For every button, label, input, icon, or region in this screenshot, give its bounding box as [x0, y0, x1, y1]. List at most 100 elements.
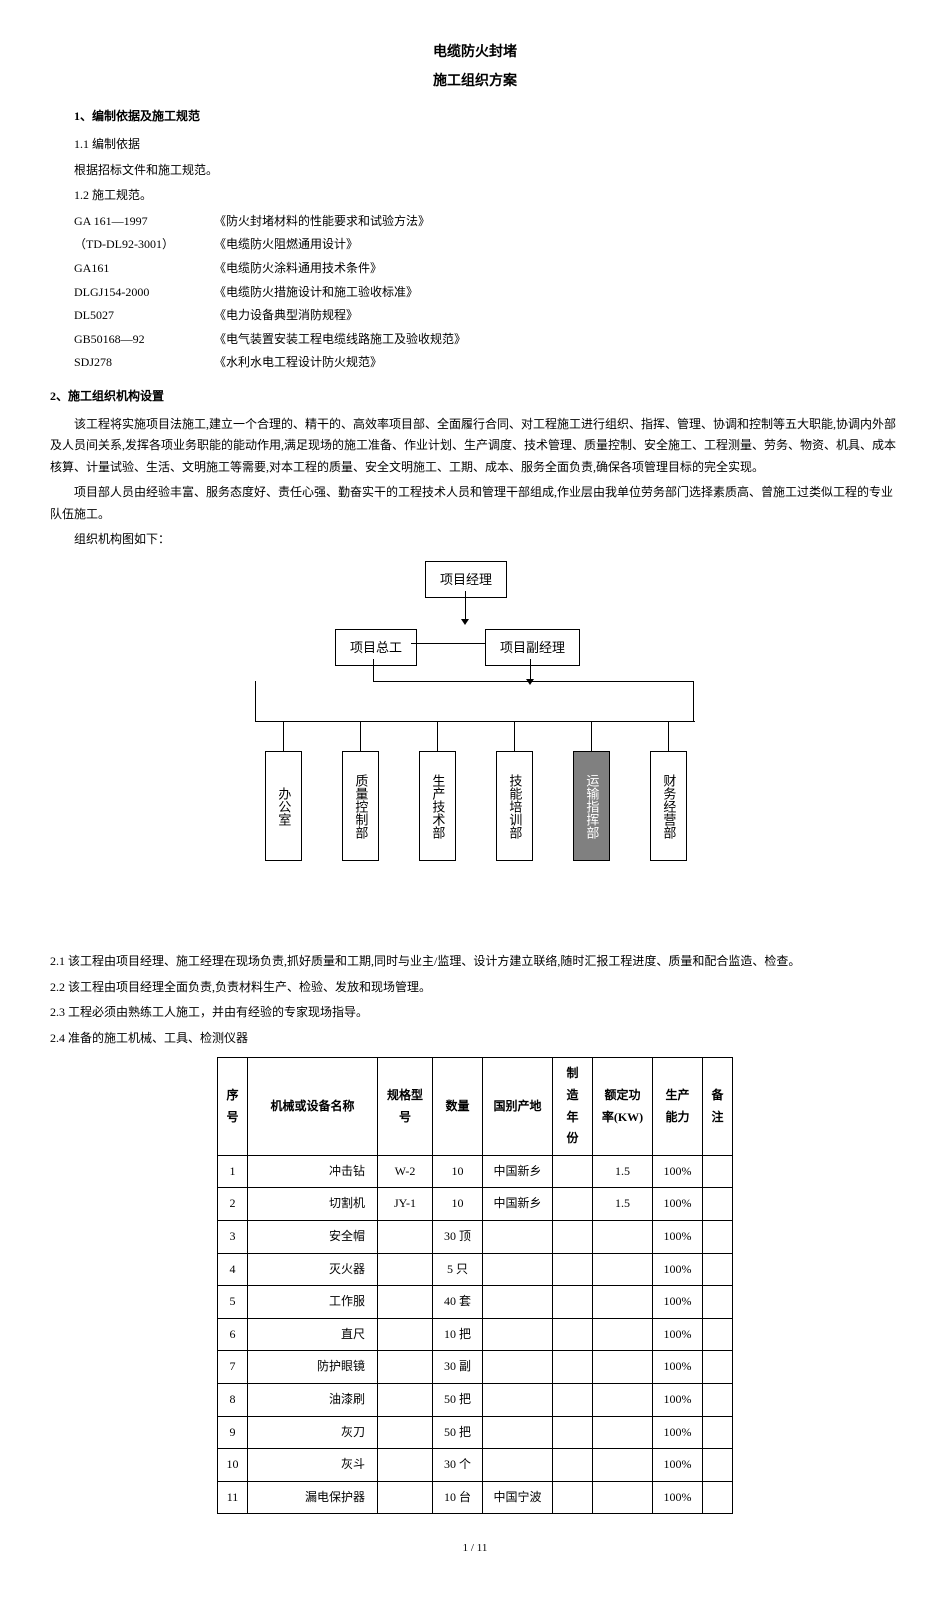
section2-p1: 该工程将实施项目法施工,建立一个合理的、精干的、高效率项目部、全面履行合同、对工… [50, 414, 900, 479]
spec-code: DL5027 [74, 305, 214, 327]
section2-p3: 组织机构图如下： [50, 529, 900, 551]
org-line [255, 721, 695, 722]
section2-2: 2.2 该工程由项目经理全面负责,负责材料生产、检验、发放和现场管理。 [50, 977, 900, 999]
th-qty: 数量 [433, 1058, 483, 1155]
table-cell [703, 1481, 733, 1514]
org-line [591, 721, 592, 751]
table-cell [553, 1318, 593, 1351]
table-cell: 10 把 [433, 1318, 483, 1351]
table-cell [703, 1383, 733, 1416]
section2-1: 2.1 该工程由项目经理、施工经理在现场负责,抓好质量和工期,同时与业主/监理、… [50, 951, 900, 973]
page-footer: 1 / 11 [50, 1539, 900, 1559]
table-cell [378, 1481, 433, 1514]
th-origin: 国别产地 [483, 1058, 553, 1155]
org-l3-5: 财务经营部 [650, 751, 687, 861]
table-cell: 冲击钻 [248, 1155, 378, 1188]
org-l3-0: 办公室 [265, 751, 302, 861]
table-row: 1冲击钻W-210中国新乡1.5100% [218, 1155, 733, 1188]
table-cell: 油漆刷 [248, 1383, 378, 1416]
table-cell: 100% [653, 1481, 703, 1514]
table-cell: 4 [218, 1253, 248, 1286]
table-cell: W-2 [378, 1155, 433, 1188]
spec-code: DLGJ154-2000 [74, 282, 214, 304]
table-cell: 安全帽 [248, 1221, 378, 1254]
table-cell: 5 只 [433, 1253, 483, 1286]
table-cell: 灰刀 [248, 1416, 378, 1449]
table-header-row: 序号 机械或设备名称 规格型号 数量 国别产地 制造年份 额定功率(KW) 生产… [218, 1058, 733, 1155]
spec-code: GA161 [74, 258, 214, 280]
table-cell: 10 [218, 1449, 248, 1482]
table-cell: 1.5 [593, 1155, 653, 1188]
table-cell: 100% [653, 1253, 703, 1286]
org-l3-1: 质量控制部 [342, 751, 379, 861]
table-cell: 10 台 [433, 1481, 483, 1514]
table-cell: 50 把 [433, 1383, 483, 1416]
table-cell [593, 1286, 653, 1319]
table-cell [593, 1383, 653, 1416]
table-cell [378, 1383, 433, 1416]
table-cell [553, 1383, 593, 1416]
table-cell [703, 1155, 733, 1188]
table-cell [553, 1253, 593, 1286]
table-cell: 中国新乡 [483, 1155, 553, 1188]
sub-title: 施工组织方案 [50, 69, 900, 94]
section1-1: 1.1 编制依据 [74, 134, 900, 156]
spec-name: 《防火封堵材料的性能要求和试验方法》 [214, 211, 900, 233]
org-chart: 项目经理 项目总工 项目副经理 办公室 质量控制部 生产技术部 技能培训部 运输… [225, 561, 725, 921]
table-cell: 1.5 [593, 1188, 653, 1221]
table-cell: 直尺 [248, 1318, 378, 1351]
th-note: 备注 [703, 1058, 733, 1155]
section1-heading: 1、编制依据及施工规范 [74, 106, 900, 128]
table-cell [593, 1416, 653, 1449]
table-cell [703, 1253, 733, 1286]
table-cell: 100% [653, 1155, 703, 1188]
spec-name: 《电缆防火阻燃通用设计》 [214, 234, 900, 256]
table-cell: 2 [218, 1188, 248, 1221]
table-row: 4灭火器5 只100% [218, 1253, 733, 1286]
table-row: 5工作服40 套100% [218, 1286, 733, 1319]
table-cell [378, 1449, 433, 1482]
table-cell [553, 1449, 593, 1482]
table-cell: 防护眼镜 [248, 1351, 378, 1384]
table-cell [483, 1318, 553, 1351]
table-row: 9灰刀50 把100% [218, 1416, 733, 1449]
table-cell: 100% [653, 1188, 703, 1221]
table-cell: 9 [218, 1416, 248, 1449]
table-cell [553, 1286, 593, 1319]
table-cell: 50 把 [433, 1416, 483, 1449]
table-cell [703, 1188, 733, 1221]
table-cell: 灰斗 [248, 1449, 378, 1482]
table-cell [483, 1416, 553, 1449]
table-cell [483, 1383, 553, 1416]
table-cell: 30 个 [433, 1449, 483, 1482]
th-spec: 规格型号 [378, 1058, 433, 1155]
org-l2-left: 项目总工 [335, 629, 417, 666]
org-line [668, 721, 669, 751]
table-cell [378, 1318, 433, 1351]
org-top: 项目经理 [425, 561, 507, 598]
table-cell [703, 1286, 733, 1319]
table-cell: 100% [653, 1449, 703, 1482]
table-cell [378, 1416, 433, 1449]
table-cell [593, 1481, 653, 1514]
spec-row: （TD-DL92-3001）《电缆防火阻燃通用设计》 [74, 234, 900, 256]
table-cell: 3 [218, 1221, 248, 1254]
org-line [693, 681, 694, 721]
spec-row: GB50168—92《电气装置安装工程电缆线路施工及验收规范》 [74, 329, 900, 351]
table-cell [553, 1481, 593, 1514]
table-cell [483, 1221, 553, 1254]
spec-name: 《电缆防火措施设计和施工验收标准》 [214, 282, 900, 304]
table-cell [483, 1253, 553, 1286]
org-line [465, 591, 466, 621]
th-year: 制造年份 [553, 1058, 593, 1155]
table-cell: 40 套 [433, 1286, 483, 1319]
table-cell [378, 1351, 433, 1384]
org-line [373, 659, 374, 681]
table-cell: 7 [218, 1351, 248, 1384]
table-cell: 30 副 [433, 1351, 483, 1384]
table-cell: 100% [653, 1221, 703, 1254]
table-cell [553, 1221, 593, 1254]
section2-4: 2.4 准备的施工机械、工具、检测仪器 [50, 1028, 900, 1050]
table-cell [703, 1416, 733, 1449]
table-cell: 中国宁波 [483, 1481, 553, 1514]
